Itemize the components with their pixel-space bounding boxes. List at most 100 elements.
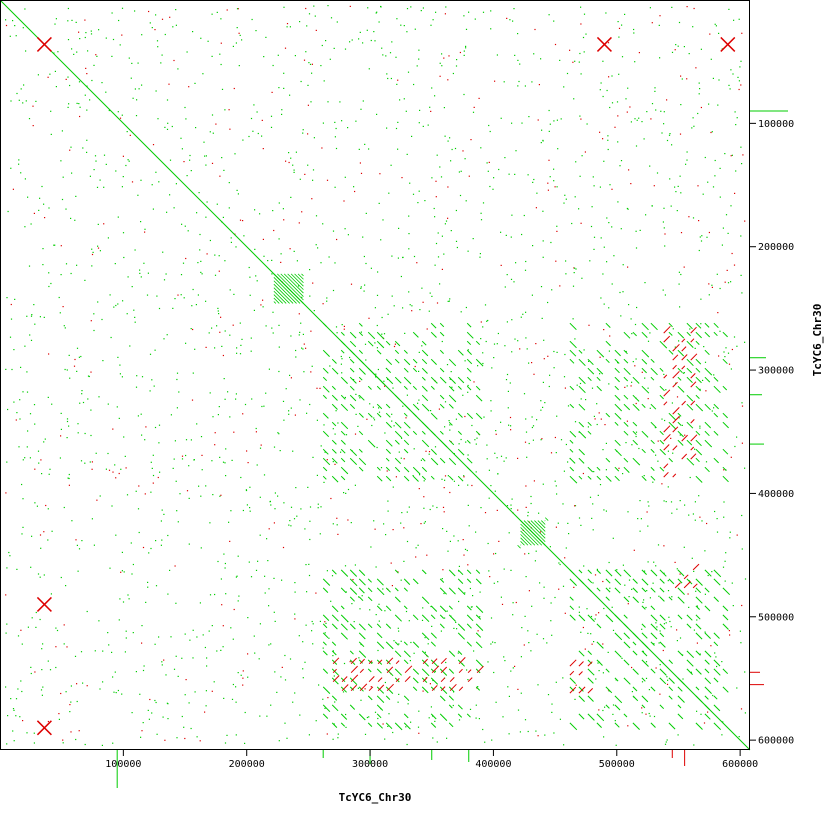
repeat-dash <box>614 403 623 412</box>
alignment-dot <box>474 18 476 20</box>
alignment-dot <box>462 150 464 152</box>
alignment-dot <box>127 276 129 278</box>
repeat-dash <box>587 661 593 667</box>
alignment-dot <box>708 103 710 105</box>
alignment-dot <box>405 726 407 728</box>
repeat-dash <box>421 403 430 412</box>
alignment-dot <box>704 593 706 595</box>
repeat-dash <box>587 569 592 574</box>
repeat-dash <box>421 668 430 677</box>
alignment-dot <box>94 155 97 157</box>
alignment-dot <box>602 580 604 583</box>
alignment-dot <box>421 345 423 347</box>
alignment-dot <box>299 399 301 401</box>
alignment-dot <box>607 148 609 151</box>
alignment-dot <box>352 579 354 581</box>
alignment-dot <box>50 133 52 135</box>
alignment-dot <box>471 606 473 608</box>
repeat-dash <box>623 358 629 364</box>
alignment-dot <box>360 108 362 110</box>
alignment-dot <box>249 276 251 278</box>
alignment-dot <box>55 86 57 88</box>
repeat-dash <box>614 394 621 401</box>
alignment-dot <box>5 19 7 21</box>
repeat-dash <box>386 683 394 692</box>
alignment-dot <box>388 192 390 194</box>
repeat-dash <box>578 686 584 692</box>
alignment-dot <box>617 21 619 23</box>
repeat-dash <box>614 569 622 577</box>
alignment-dot <box>688 514 690 516</box>
alignment-dot <box>383 523 385 525</box>
alignment-dot <box>447 140 449 142</box>
alignment-dot <box>554 596 556 599</box>
alignment-dot <box>284 47 287 49</box>
alignment-dot <box>347 519 349 521</box>
alignment-dot <box>176 737 178 739</box>
alignment-dot <box>36 505 38 507</box>
alignment-dot <box>333 47 335 49</box>
alignment-dot <box>235 246 237 248</box>
alignment-dot <box>342 691 345 693</box>
alignment-dot <box>259 534 261 536</box>
alignment-dot <box>62 742 64 744</box>
alignment-dot <box>444 479 446 481</box>
alignment-dot <box>636 119 638 121</box>
alignment-dot <box>222 461 225 463</box>
alignment-dot <box>272 64 274 67</box>
alignment-dot <box>7 210 9 213</box>
alignment-dot <box>311 198 313 200</box>
alignment-dot <box>167 593 169 595</box>
alignment-dot <box>667 486 669 488</box>
alignment-dot <box>422 125 424 127</box>
alignment-dot <box>90 33 93 35</box>
alignment-dot <box>580 222 582 224</box>
alignment-dot <box>249 507 251 509</box>
alignment-dot <box>185 454 187 457</box>
repeat-dash <box>421 686 429 694</box>
alignment-dot <box>666 139 669 142</box>
alignment-dot <box>730 205 732 207</box>
repeat-dash <box>439 578 445 583</box>
alignment-dot <box>429 508 431 511</box>
alignment-dot <box>574 60 576 62</box>
alignment-dot <box>119 373 121 375</box>
alignment-dot <box>230 510 232 512</box>
repeat-dash <box>704 686 712 694</box>
alignment-dot <box>564 194 566 196</box>
repeat-dash <box>695 430 701 436</box>
y-axis-title: TcYC6_Chr30 <box>811 304 824 377</box>
alignment-dot <box>502 716 504 718</box>
repeat-dash <box>704 376 711 383</box>
alignment-dot <box>289 26 291 28</box>
alignment-dot <box>535 550 537 552</box>
repeat-dash <box>659 340 668 349</box>
alignment-dot <box>82 147 84 149</box>
repeat-dash <box>466 376 472 382</box>
alignment-dot <box>34 468 36 470</box>
alignment-dot <box>373 417 375 419</box>
alignment-dot <box>473 650 475 652</box>
alignment-dot <box>200 547 202 549</box>
alignment-dot <box>311 620 313 623</box>
alignment-dot <box>464 415 466 418</box>
alignment-dot <box>200 260 202 262</box>
alignment-dot <box>86 73 88 75</box>
repeat-dash <box>457 475 464 482</box>
alignment-dot <box>711 284 713 286</box>
alignment-dot <box>292 164 294 166</box>
alignment-dot <box>493 177 495 179</box>
alignment-dot <box>102 360 104 362</box>
alignment-dot <box>212 494 214 496</box>
alignment-dot <box>278 202 280 204</box>
repeat-dash <box>340 331 345 336</box>
repeat-dash <box>458 686 464 692</box>
alignment-dot <box>634 61 636 63</box>
repeat-dash <box>704 466 710 473</box>
repeat-dash <box>695 668 702 675</box>
alignment-dot <box>67 106 69 108</box>
alignment-dot <box>295 349 297 352</box>
alignment-dot <box>657 544 660 546</box>
alignment-dot <box>627 725 629 727</box>
alignment-dot <box>216 325 218 327</box>
